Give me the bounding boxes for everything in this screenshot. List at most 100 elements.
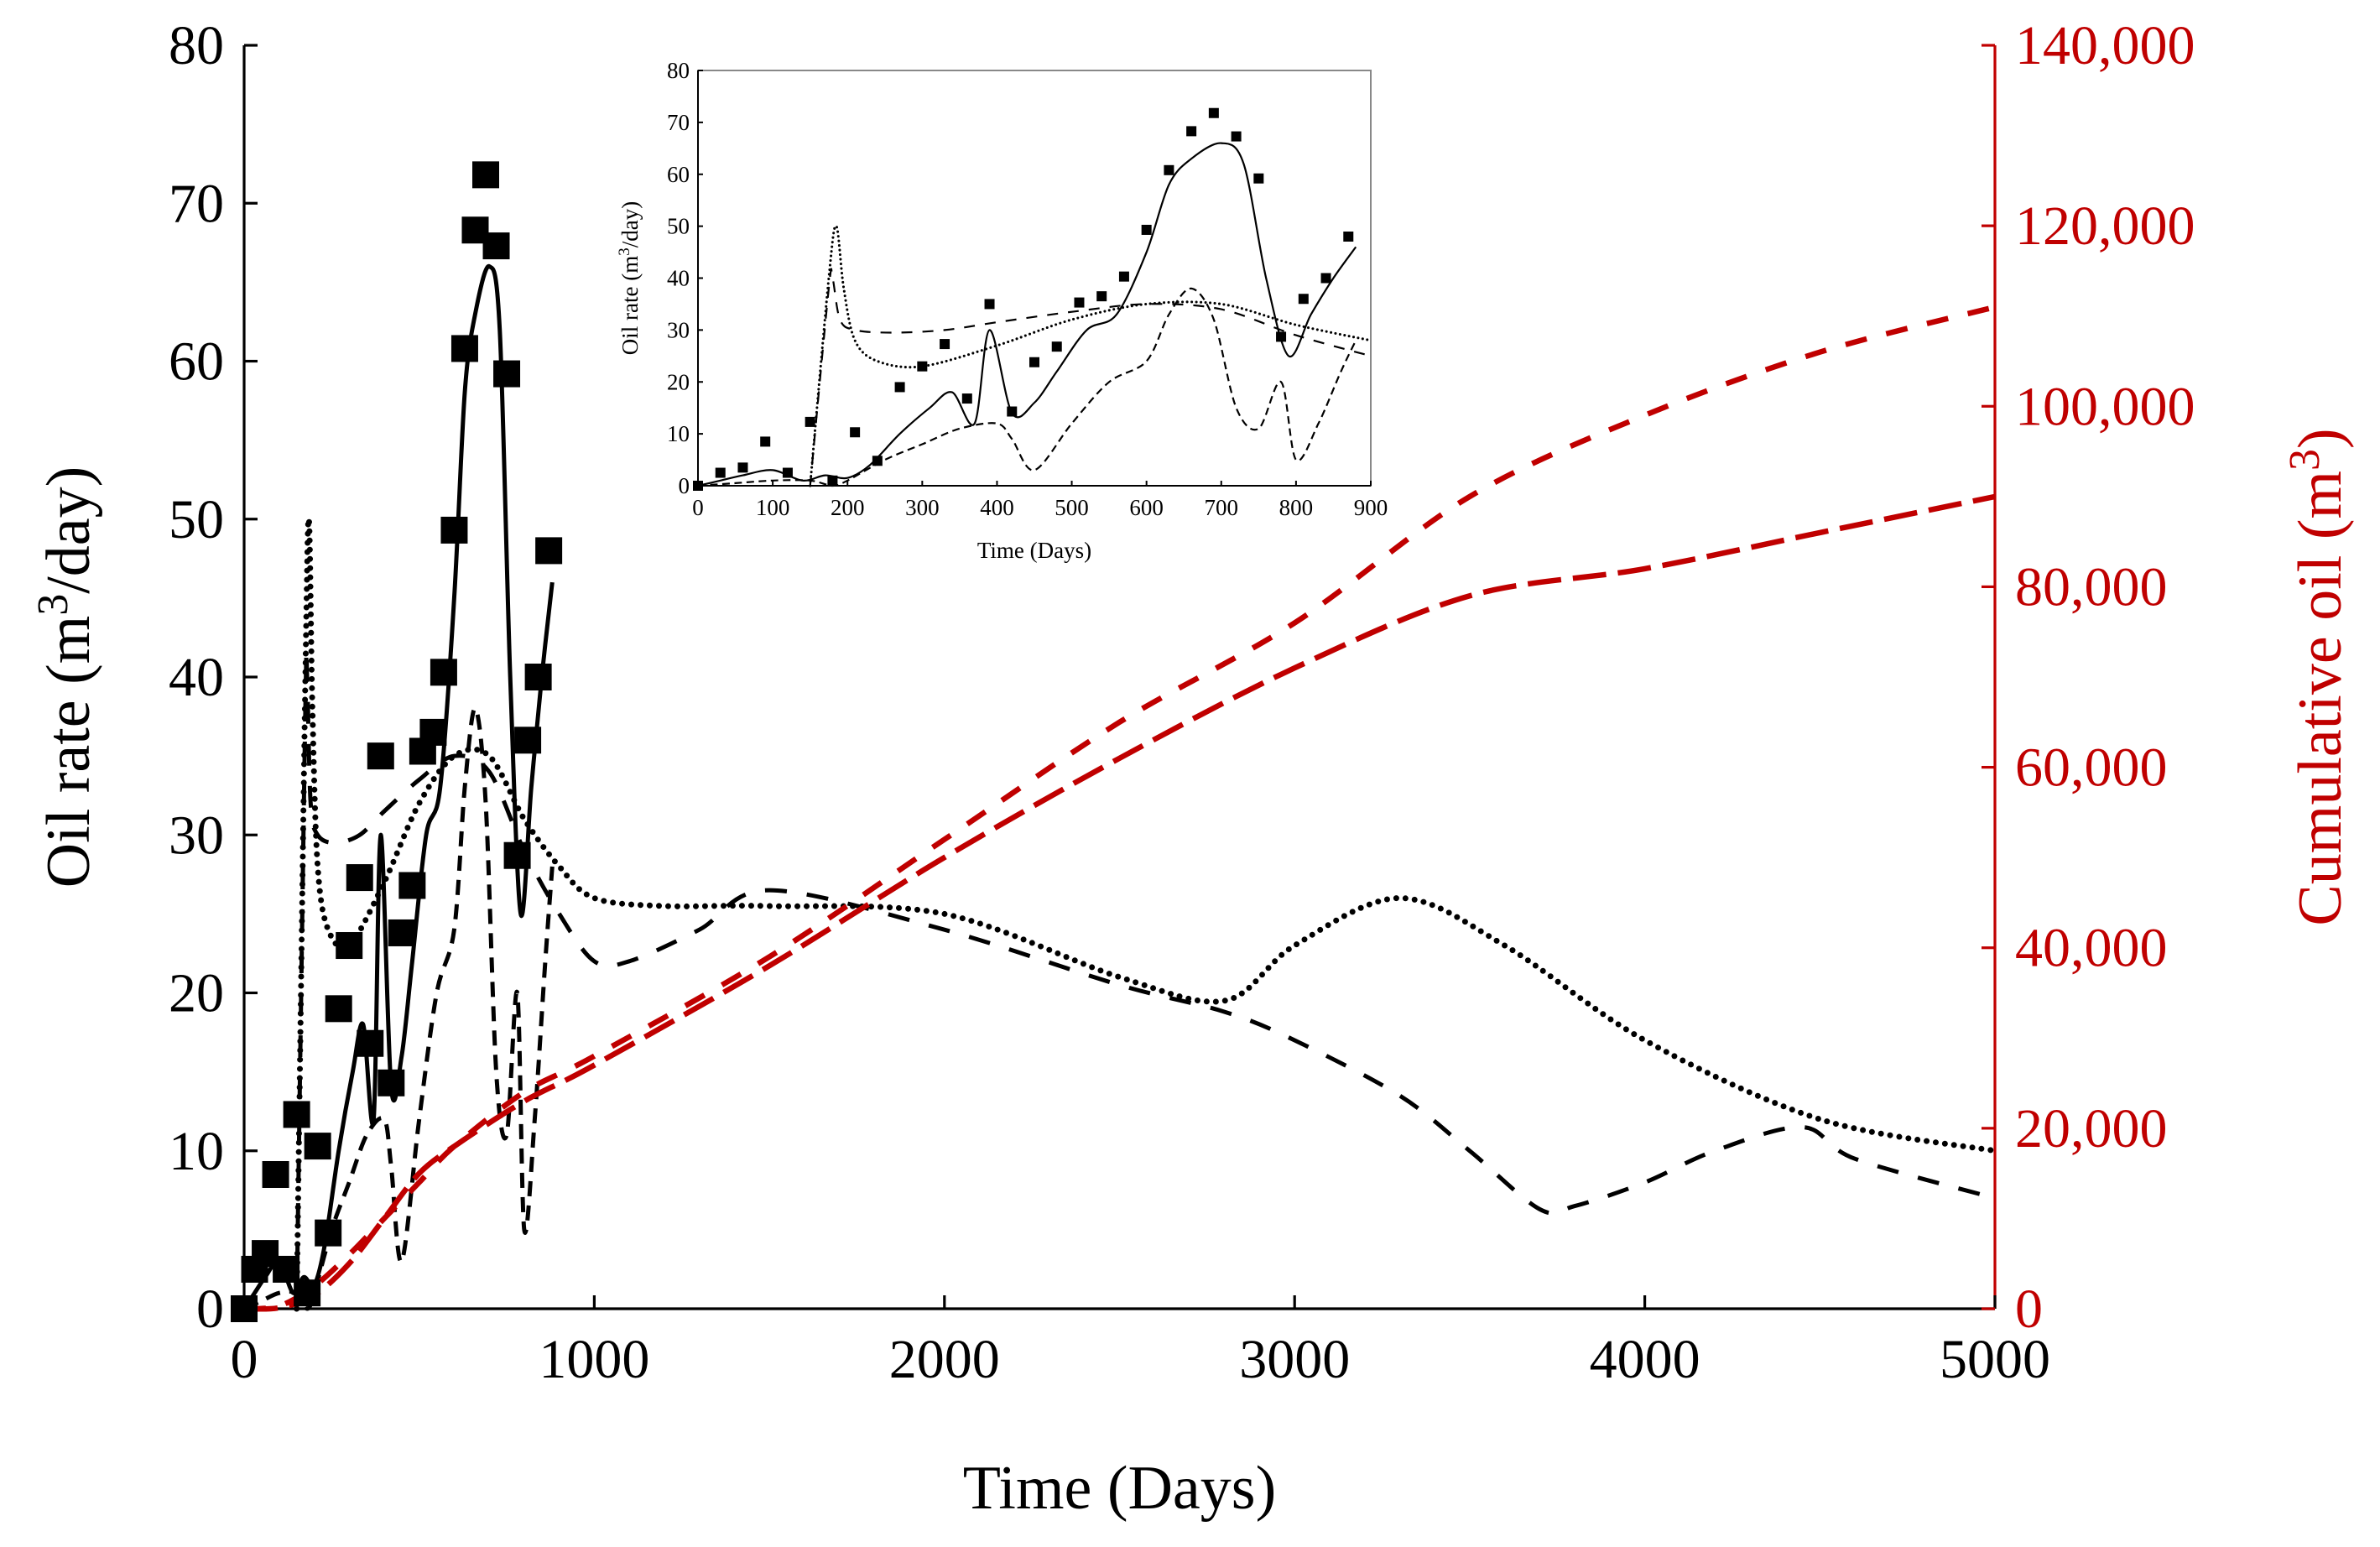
inset-plot-frame [697,70,1372,487]
inset-y-tick-label: 40 [667,266,690,291]
main-y-tick-label: 50 [169,489,224,550]
inset-observed-marker [715,467,726,478]
inset-observed-marker [805,416,815,427]
main-panel: 0 1000 2000 3000 4000 50000102030405060708002… [29,15,2355,1523]
main-observed-marker [388,919,415,946]
inset-observed-marker [940,339,950,350]
main-observed-marker [294,1279,321,1307]
main-x-tick-label: 0 [231,1329,258,1390]
main-y-tick-label: 30 [169,805,224,866]
main-observed-marker [378,1069,405,1096]
main-y2-tick-label: 100,000 [2015,376,2195,437]
inset-observed-marker [827,475,838,486]
inset-observed-marker [1276,331,1287,342]
main-y-tick-label: 10 [169,1121,224,1182]
inset-panel: 0 100 200 300 400 500 600 700 800 900 0 10 20 30 40 50 6… [616,58,1388,563]
inset-observed-marker [894,382,905,393]
main-observed-marker [430,659,457,686]
inset-observed-marker [1253,173,1264,184]
inset-observed-marker [1320,273,1331,284]
main-observed-marker [419,718,447,746]
main-x-tick-label: 5000 [1940,1329,2050,1390]
main-y2-tick-label: 120,000 [2015,195,2195,257]
inset-observed-marker [872,456,883,466]
main-observed-marker [440,516,468,544]
inset-observed-marker [1051,341,1062,352]
y-title-sup: 3 [616,247,633,255]
inset-observed-marker [1164,164,1174,175]
main-observed-marker [398,872,426,899]
main-y2-tick-label: 80,000 [2015,556,2168,617]
inset-x-tick-label: 500 [1055,495,1089,520]
inset-observed-marker [961,393,972,404]
main-y2-axis-title: Cumulative oil (m3) [2281,428,2355,925]
main-observed-marker [325,995,352,1023]
inset-y-tick-label: 20 [667,369,690,394]
inset-x-tick-label: 200 [831,495,865,520]
main-observed-marker [482,232,510,260]
inset-x-tick-label: 600 [1129,495,1164,520]
main-y2-tick-label: 20,000 [2015,1098,2168,1159]
main-y-tick-label: 0 [196,1279,224,1340]
main-observed-marker [336,932,363,960]
inset-y-tick-label: 10 [667,421,690,446]
main-observed-marker [524,664,552,690]
main-y-tick-label: 70 [169,173,224,234]
main-observed-marker [514,727,542,754]
y2-title-sup: 3 [2281,449,2329,471]
main-observed-marker [503,841,531,869]
inset-observed-marker [1141,224,1152,235]
inset-series-solid-oil-rate [697,142,1357,487]
inset-series-dashdot-oil-rate [809,268,1372,487]
main-y-axis-title: Oil rate (m3/day) [29,466,103,888]
inset-y-tick-label: 30 [667,317,690,342]
main-observed-marker [231,1295,258,1322]
inset-y-tick-label: 60 [667,162,690,187]
main-x-tick-label: 1000 [539,1329,649,1390]
main-y-tick-label: 40 [169,647,224,708]
main-x-axis-title: Time (Days) [963,1454,1276,1523]
inset-observed-marker [850,427,861,438]
main-observed-marker [357,1029,384,1057]
inset-observed-marker [760,436,771,447]
main-series-dashdot-oil-rate [294,646,1996,1310]
inset-observed-marker [984,299,995,310]
main-x-tick-label: 4000 [1590,1329,1700,1390]
main-observed-marker [262,1160,289,1188]
y-title-text: /day) [34,466,103,594]
inset-x-tick-label: 800 [1279,495,1314,520]
inset-observed-marker [1186,126,1197,137]
y-title-text: Oil rate (m [34,616,103,888]
main-observed-marker [304,1133,331,1160]
inset-x-tick-label: 100 [756,495,790,520]
main-y2-tick-label: 40,000 [2015,918,2168,979]
main-series-solid-oil-rate [242,263,555,1310]
inset-y-axis-title: Oil rate (m3/day) [616,201,643,355]
inset-observed-marker [1343,232,1354,242]
inset-observed-marker [1074,297,1085,308]
inset-observed-marker [1029,357,1039,367]
main-observed-marker [493,360,521,388]
main-observed-marker [315,1219,342,1247]
main-x-tick-label: 3000 [1239,1329,1350,1390]
inset-series-dashed-oil-rate [697,287,1357,487]
main-x-tick-label: 2000 [889,1329,1000,1390]
inset-x-tick-label: 700 [1205,495,1239,520]
inset-observed-marker [1298,294,1309,305]
inset-y-tick-label: 0 [679,473,690,498]
main-y-tick-label: 80 [169,15,224,76]
main-observed-marker [472,161,500,189]
inset-x-axis-title: Time (Days) [977,538,1091,563]
inset-observed-marker [693,481,703,491]
inset-x-tick-label: 400 [980,495,1014,520]
inset-y-tick-label: 70 [667,110,690,135]
inset-observed-marker [1007,406,1018,417]
inset-observed-marker [1096,291,1107,302]
inset-observed-marker [1118,271,1129,282]
y2-title-text: Cumulative oil (m [2286,471,2355,926]
main-y2-tick-label: 140,000 [2015,15,2195,76]
inset-x-tick-label: 0 [692,495,704,520]
y-title-sup: 3 [29,594,77,616]
inset-observed-marker [917,361,928,372]
